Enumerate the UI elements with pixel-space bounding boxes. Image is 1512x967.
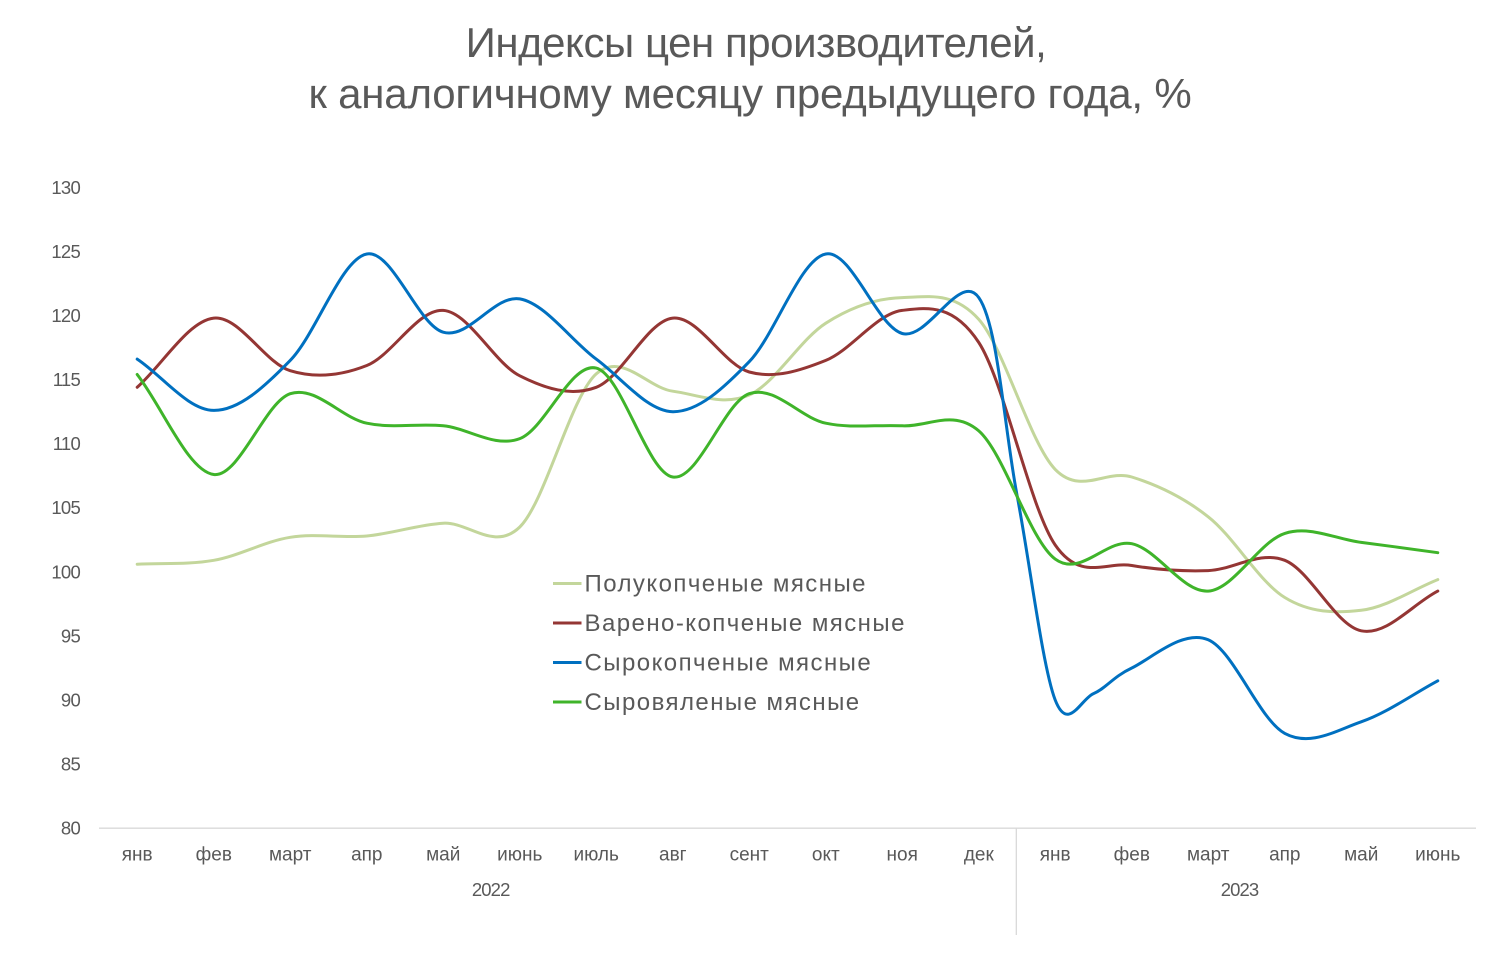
- svg-text:янв: янв: [122, 845, 153, 866]
- svg-text:апр: апр: [1269, 845, 1300, 866]
- svg-text:к аналогичному месяцу предыдущ: к аналогичному месяцу предыдущего года, …: [308, 70, 1191, 117]
- svg-text:май: май: [426, 845, 460, 866]
- svg-text:130: 130: [51, 177, 80, 198]
- svg-text:янв: янв: [1040, 845, 1071, 866]
- svg-text:июнь: июнь: [497, 845, 542, 866]
- svg-text:2022: 2022: [472, 879, 510, 900]
- svg-text:Варено-копченые мясные: Варено-копченые мясные: [585, 610, 906, 637]
- svg-text:Сыровяленые мясные: Сыровяленые мясные: [585, 689, 861, 716]
- svg-text:Сырокопченые мясные: Сырокопченые мясные: [585, 650, 873, 677]
- svg-text:июнь: июнь: [1415, 845, 1460, 866]
- svg-text:март: март: [1187, 845, 1230, 866]
- svg-text:ноя: ноя: [887, 845, 918, 866]
- svg-text:95: 95: [61, 625, 81, 646]
- svg-text:80: 80: [61, 818, 81, 839]
- svg-text:100: 100: [51, 561, 80, 582]
- svg-text:фев: фев: [196, 845, 232, 866]
- svg-text:85: 85: [61, 754, 81, 775]
- svg-text:фев: фев: [1114, 845, 1150, 866]
- svg-text:2023: 2023: [1221, 879, 1259, 900]
- svg-text:авг: авг: [659, 845, 687, 866]
- svg-text:Индексы цен производителей,: Индексы цен производителей,: [466, 19, 1047, 66]
- svg-text:сент: сент: [730, 845, 770, 866]
- svg-text:Полукопченые мясные: Полукопченые мясные: [585, 571, 867, 598]
- svg-text:125: 125: [51, 241, 80, 262]
- svg-text:март: март: [269, 845, 312, 866]
- svg-text:окт: окт: [812, 845, 840, 866]
- svg-text:июль: июль: [573, 845, 619, 866]
- svg-text:115: 115: [53, 369, 81, 390]
- svg-text:120: 120: [51, 305, 80, 326]
- svg-text:110: 110: [53, 433, 81, 454]
- svg-text:май: май: [1344, 845, 1378, 866]
- svg-text:апр: апр: [351, 845, 382, 866]
- svg-text:105: 105: [51, 497, 80, 518]
- svg-text:дек: дек: [964, 845, 995, 866]
- svg-text:90: 90: [61, 689, 81, 710]
